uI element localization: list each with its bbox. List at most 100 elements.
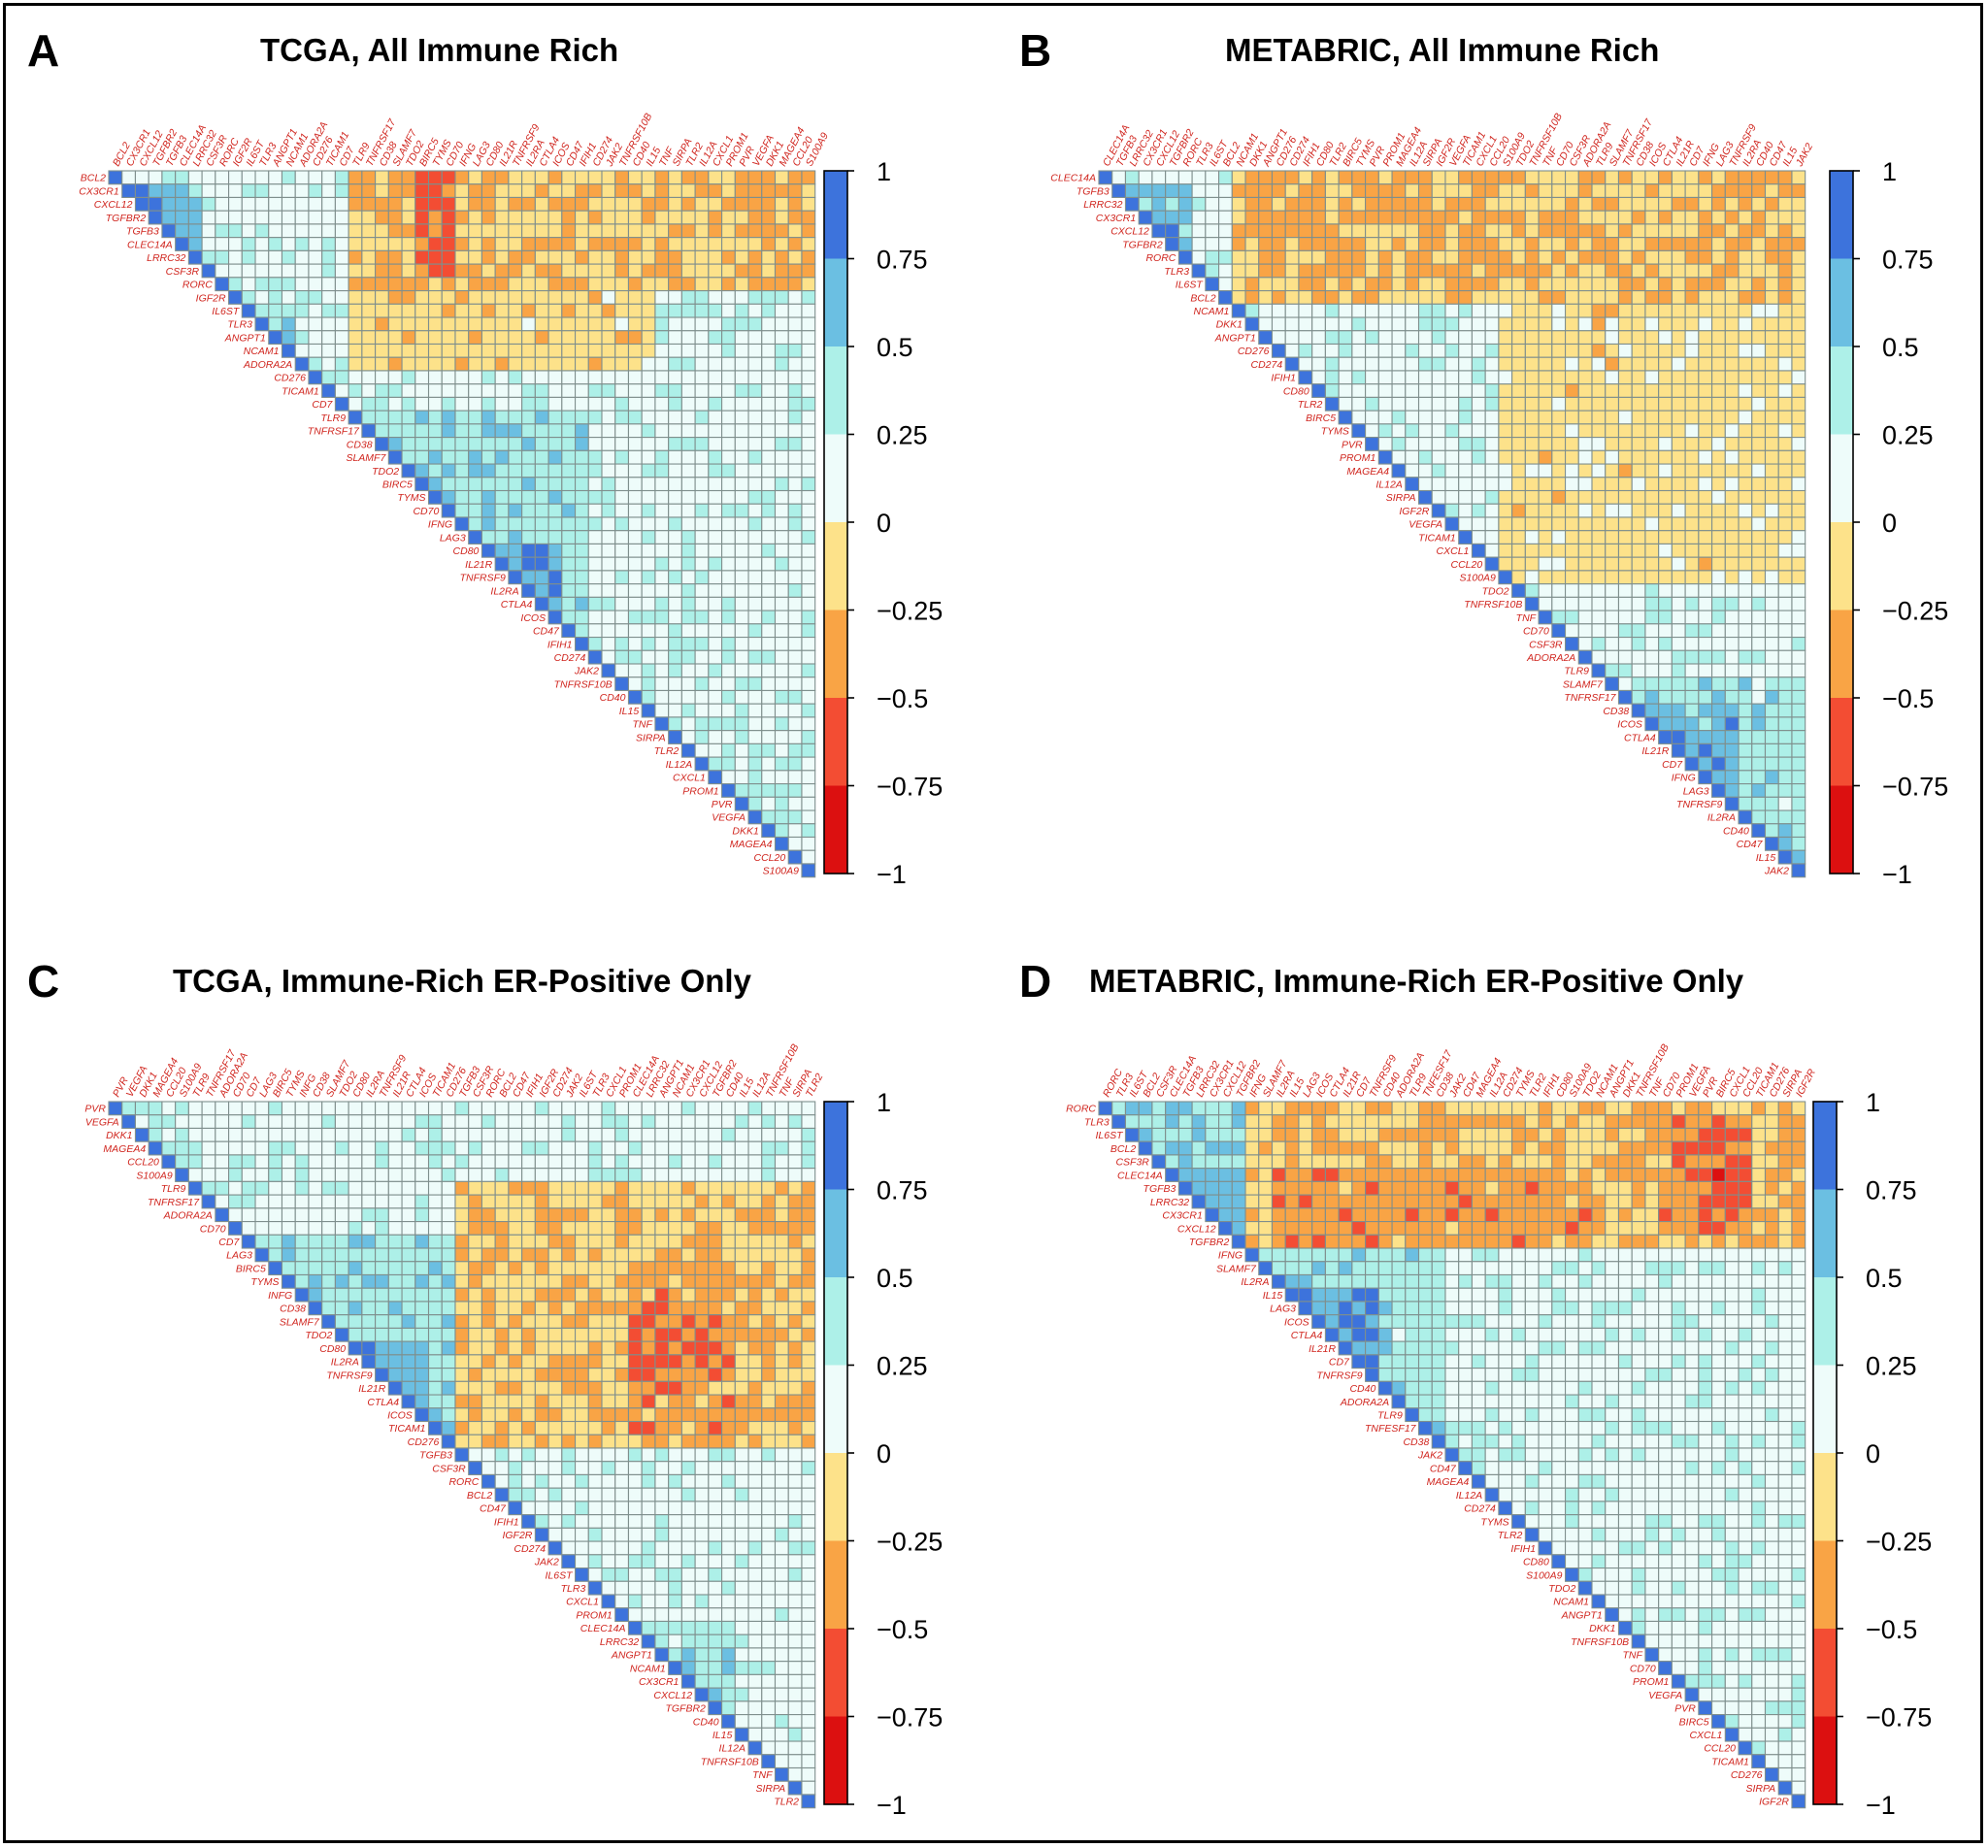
- heatmap-cell-b-17-35: [1566, 397, 1579, 411]
- heatmap-cell-a-15-49: [762, 371, 776, 384]
- row-label-a-19: TNFRSF17: [308, 426, 360, 438]
- heatmap-cell-a-19-37: [602, 424, 615, 438]
- heatmap-cell-b-8-28: [1472, 278, 1485, 291]
- heatmap-cell-a-23-30: [509, 478, 522, 491]
- heatmap-cell-b-5-28: [1472, 238, 1485, 251]
- heatmap-cell-c-33-43: [681, 1541, 695, 1555]
- heatmap-cell-b-0-27: [1459, 171, 1473, 184]
- heatmap-cell-a-23-40: [642, 478, 655, 491]
- heatmap-cell-c-40-52: [802, 1634, 815, 1648]
- heatmap-cell-c-15-48: [748, 1302, 762, 1315]
- heatmap-cell-a-2-15: [309, 197, 322, 211]
- heatmap-cell-a-11-40: [642, 317, 655, 331]
- heatmap-cell-a-2-16: [322, 197, 336, 211]
- heatmap-cell-a-34-36: [588, 624, 602, 638]
- heatmap-cell-a-36-36: [588, 650, 602, 664]
- heatmap-cell-c-5-11: [255, 1169, 269, 1182]
- heatmap-cell-b-25-47: [1725, 504, 1739, 517]
- heatmap-cell-b-26-40: [1632, 517, 1645, 531]
- heatmap-cell-d-3-4: [1152, 1141, 1166, 1155]
- heatmap-cell-b-2-17: [1325, 197, 1339, 211]
- heatmap-cell-c-8-47: [735, 1208, 748, 1222]
- heatmap-cell-c-42-46: [722, 1662, 736, 1675]
- heatmap-cell-c-40-40: [642, 1634, 655, 1648]
- heatmap-cell-c-16-40: [642, 1315, 655, 1329]
- row-label-b-43: IL21R: [1641, 745, 1669, 757]
- heatmap-cell-d-2-7: [1192, 1128, 1206, 1141]
- heatmap-cell-c-18-21: [388, 1341, 402, 1355]
- heatmap-cell-c-1-41: [655, 1115, 669, 1129]
- row-label-b-48: IL2RA: [1707, 812, 1736, 824]
- heatmap-cell-a-22-23: [415, 464, 429, 478]
- heatmap-cell-c-30-31: [522, 1502, 536, 1515]
- heatmap-cell-b-20-51: [1778, 438, 1792, 451]
- heatmap-cell-a-9-42: [669, 291, 682, 305]
- heatmap-cell-c-33-36: [588, 1541, 602, 1555]
- heatmap-cell-b-0-48: [1739, 171, 1752, 184]
- heatmap-cell-c-12-28: [481, 1262, 495, 1275]
- heatmap-cell-c-17-33: [548, 1328, 562, 1341]
- heatmap-cell-c-7-36: [588, 1195, 602, 1208]
- heatmap-cell-c-8-38: [615, 1208, 629, 1222]
- heatmap-cell-a-4-32: [535, 224, 548, 238]
- heatmap-cell-a-13-14: [295, 344, 309, 357]
- heatmap-cell-a-4-52: [802, 224, 815, 238]
- heatmap-cell-c-27-34: [562, 1462, 576, 1475]
- heatmap-cell-d-0-27: [1459, 1102, 1473, 1115]
- heatmap-cell-d-1-9: [1219, 1115, 1233, 1129]
- heatmap-cell-c-31-48: [748, 1515, 762, 1529]
- heatmap-cell-c-9-45: [709, 1222, 722, 1236]
- heatmap-cell-b-7-37: [1592, 264, 1606, 278]
- heatmap-cell-b-25-46: [1712, 504, 1726, 517]
- heatmap-cell-b-6-49: [1752, 250, 1766, 264]
- heatmap-cell-a-8-22: [402, 278, 415, 291]
- heatmap-cell-b-41-48: [1739, 717, 1752, 731]
- heatmap-cell-c-19-32: [535, 1355, 548, 1369]
- row-label-c-10: CD7: [218, 1237, 240, 1248]
- heatmap-cell-c-0-30: [509, 1102, 522, 1115]
- heatmap-cell-b-30-50: [1766, 571, 1779, 584]
- heatmap-cell-c-27-44: [695, 1462, 709, 1475]
- row-label-c-34: JAK2: [534, 1557, 559, 1568]
- heatmap-cell-c-21-48: [748, 1381, 762, 1395]
- heatmap-cell-a-2-4: [162, 197, 176, 211]
- heatmap-cell-b-40-52: [1792, 704, 1806, 717]
- heatmap-cell-a-22-24: [429, 464, 443, 478]
- heatmap-cell-c-17-41: [655, 1328, 669, 1341]
- heatmap-cell-c-45-50: [776, 1701, 789, 1715]
- heatmap-cell-b-2-47: [1725, 197, 1739, 211]
- heatmap-cell-d-3-29: [1485, 1141, 1499, 1155]
- heatmap-cell-c-8-37: [602, 1208, 615, 1222]
- heatmap-cell-a-21-24: [429, 450, 443, 464]
- heatmap-cell-c-23-51: [788, 1408, 802, 1422]
- heatmap-cell-b-5-24: [1419, 238, 1433, 251]
- heatmap-cell-a-21-30: [509, 450, 522, 464]
- heatmap-cell-c-6-27: [469, 1181, 482, 1195]
- heatmap-cell-c-3-12: [269, 1141, 282, 1155]
- heatmap-cell-c-16-44: [695, 1315, 709, 1329]
- heatmap-cell-b-4-17: [1325, 224, 1339, 238]
- heatmap-cell-a-17-33: [548, 397, 562, 411]
- heatmap-cell-b-46-46: [1712, 784, 1726, 798]
- heatmap-cell-a-9-19: [362, 291, 376, 305]
- row-label-c-32: IGF2R: [502, 1530, 532, 1541]
- heatmap-cell-b-46-47: [1725, 784, 1739, 798]
- heatmap-cell-d-0-39: [1618, 1102, 1632, 1115]
- heatmap-cell-c-28-41: [655, 1474, 669, 1488]
- heatmap-cell-b-19-46: [1712, 424, 1726, 438]
- heatmap-cell-c-12-21: [388, 1262, 402, 1275]
- heatmap-cell-a-14-51: [788, 357, 802, 371]
- heatmap-cell-d-1-15: [1299, 1115, 1312, 1129]
- heatmap-cell-c-12-43: [681, 1262, 695, 1275]
- heatmap-cell-a-3-49: [762, 211, 776, 224]
- heatmap-cell-c-23-35: [576, 1408, 589, 1422]
- heatmap-cell-a-1-44: [695, 184, 709, 198]
- heatmap-cell-c-10-18: [348, 1235, 362, 1248]
- heatmap-cell-b-2-27: [1459, 197, 1473, 211]
- heatmap-cell-b-14-35: [1566, 357, 1579, 371]
- heatmap-cell-b-39-50: [1766, 690, 1779, 704]
- heatmap-cell-c-17-17: [335, 1328, 348, 1341]
- heatmap-cell-a-12-40: [642, 331, 655, 345]
- colorbar-tick-label-b-4: 0: [1882, 509, 1897, 538]
- heatmap-cell-b-19-37: [1592, 424, 1606, 438]
